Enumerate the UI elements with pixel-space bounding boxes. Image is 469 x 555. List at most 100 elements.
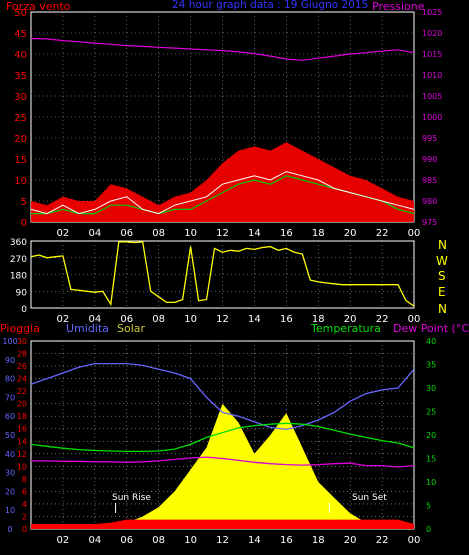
y-tick-label-pressure: 1005 (422, 92, 442, 101)
x-tick-label: 08 (152, 535, 165, 546)
humidity-line (30, 362, 415, 431)
y-tick-label-humidity: 50 (5, 431, 15, 440)
y-tick-label-wind: 10 (14, 176, 27, 187)
y-tick-label-rain: 24 (17, 375, 27, 384)
direction-letter-n-bottom: N (438, 302, 447, 316)
y-tick-label-pressure: 1010 (422, 71, 442, 80)
direction-letter-w: W (436, 254, 448, 268)
wind-direction-line (30, 241, 415, 307)
y-tick-label-wind: 15 (14, 155, 27, 166)
chart-title: 24 hour graph data : 19 Giugno 2015 (172, 0, 368, 11)
y-tick-label-humidity: 70 (5, 393, 15, 402)
x-tick-label: 12 (216, 535, 229, 546)
pressure-label: Pressione (372, 0, 425, 13)
y-tick-label-rain: 6 (22, 487, 27, 496)
y-tick-label-rain: 22 (17, 387, 27, 396)
y-tick-label-pressure: 995 (422, 134, 437, 143)
y-tick-label-pressure: 1000 (422, 113, 442, 122)
y-tick-label-wind: 45 (14, 29, 27, 40)
x-tick-label: 20 (344, 314, 357, 325)
y-tick-label-rain: 26 (17, 362, 27, 371)
y-tick-label-direction: 270 (10, 255, 27, 265)
wind-speed-line (30, 171, 415, 215)
x-tick-label: 16 (280, 314, 293, 325)
y-tick-label-rain: 28 (17, 350, 27, 359)
y-tick-label-rain: 4 (22, 500, 27, 509)
x-tick-label: 22 (376, 535, 389, 546)
y-tick-label-temperature: 30 (426, 384, 436, 393)
direction-letter-e: E (438, 285, 446, 299)
y-tick-label-direction: 90 (16, 288, 28, 298)
wind-force-label: Forza vento (6, 0, 71, 13)
y-tick-label-humidity: 0 (7, 525, 12, 534)
sunset-label: Sun Set (352, 493, 387, 503)
y-tick-label-pressure: 1020 (422, 29, 442, 38)
x-tick-label: 16 (280, 535, 293, 546)
dewpoint-line (31, 456, 415, 468)
y-tick-label-wind: 25 (14, 113, 27, 124)
x-tick-label: 02 (57, 228, 70, 239)
humidity-label: Umidita (66, 322, 109, 335)
y-tick-label-wind: 50 (14, 8, 27, 19)
y-tick-label-rain: 20 (17, 400, 27, 409)
direction-letter-s: S (438, 269, 446, 283)
pressure-line (30, 37, 415, 61)
y-tick-label-pressure: 985 (422, 176, 437, 185)
y-tick-label-humidity: 10 (5, 506, 15, 515)
y-tick-label-pressure: 1015 (422, 50, 442, 59)
dewpoint-label: Dew Point (°C) (393, 322, 469, 335)
x-tick-label: 00 (408, 535, 421, 546)
y-tick-label-humidity: 30 (5, 469, 15, 478)
y-tick-label-wind: 40 (14, 50, 27, 61)
y-tick-label-wind: 5 (21, 197, 27, 208)
x-tick-label: 02 (57, 535, 70, 546)
y-tick-label-humidity: 100 (2, 337, 17, 346)
x-tick-label: 06 (120, 535, 133, 546)
y-tick-label-temperature: 40 (426, 337, 436, 346)
x-tick-label: 06 (120, 228, 133, 239)
x-tick-label: 12 (216, 228, 229, 239)
x-tick-label: 08 (152, 228, 165, 239)
y-tick-label-temperature: 15 (426, 455, 436, 464)
x-tick-label: 18 (312, 228, 325, 239)
y-tick-label-temperature: 25 (426, 408, 436, 417)
y-tick-label-temperature: 20 (426, 431, 436, 440)
y-tick-label-temperature: 5 (426, 502, 431, 511)
x-tick-label: 22 (376, 228, 389, 239)
y-tick-label-wind: 0 (21, 218, 27, 229)
rain-label: Pioggia (0, 322, 40, 335)
temperature-label: Temperatura (310, 322, 381, 335)
x-tick-label: 00 (408, 228, 421, 239)
y-tick-label-humidity: 90 (5, 356, 15, 365)
y-tick-label-rain: 12 (17, 450, 27, 459)
x-tick-label: 06 (120, 314, 133, 325)
x-tick-label: 10 (184, 314, 197, 325)
y-tick-label-pressure: 990 (422, 155, 437, 164)
y-tick-label-rain: 0 (22, 525, 27, 534)
y-tick-label-rain: 8 (22, 475, 27, 484)
x-tick-label: 12 (216, 314, 229, 325)
x-tick-label: 10 (184, 535, 197, 546)
y-tick-label-rain: 2 (22, 512, 27, 521)
y-tick-label-temperature: 0 (426, 525, 431, 534)
x-tick-label: 00 (408, 314, 421, 325)
y-tick-label-wind: 30 (14, 92, 27, 103)
x-tick-label: 22 (376, 314, 389, 325)
y-tick-label-rain: 16 (17, 425, 27, 434)
x-tick-label: 18 (312, 314, 325, 325)
solar-label: Solar (117, 322, 146, 335)
y-tick-label-pressure: 1025 (422, 8, 442, 17)
solar-area (31, 403, 414, 529)
temperature-line (30, 422, 415, 453)
x-tick-label: 04 (88, 535, 101, 546)
y-tick-label-rain: 14 (17, 437, 27, 446)
y-tick-label-direction: 360 (10, 238, 27, 248)
y-tick-label-temperature: 10 (426, 478, 436, 487)
y-tick-label-pressure: 980 (422, 197, 437, 206)
y-tick-label-direction: 0 (21, 305, 27, 315)
y-tick-label-humidity: 40 (5, 450, 15, 459)
y-tick-label-humidity: 60 (5, 412, 15, 421)
sunrise-label: Sun Rise (112, 493, 151, 503)
x-tick-label: 18 (312, 535, 325, 546)
